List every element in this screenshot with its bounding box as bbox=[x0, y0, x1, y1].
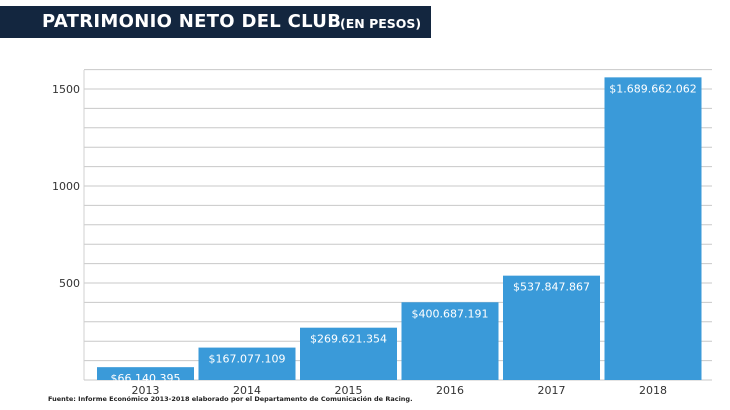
data-label: $167.077.109 bbox=[209, 353, 286, 366]
data-label: $1.689.662.062 bbox=[609, 82, 696, 95]
x-tick-label: 2018 bbox=[639, 384, 667, 397]
data-label: $66.140.395 bbox=[111, 372, 181, 385]
chart-subtitle: (EN PESOS) bbox=[340, 16, 422, 31]
title-banner: PATRIMONIO NETO DEL CLUB (EN PESOS) bbox=[0, 6, 431, 38]
x-tick-label: 2016 bbox=[436, 384, 464, 397]
data-label: $537.847.867 bbox=[513, 281, 590, 294]
y-tick-label: 500 bbox=[59, 277, 80, 290]
x-tick-label: 2013 bbox=[132, 384, 160, 397]
bar-2018 bbox=[604, 77, 702, 381]
bar-2013 bbox=[97, 367, 194, 380]
data-label: $269.621.354 bbox=[310, 333, 387, 346]
data-label: $400.687.191 bbox=[412, 307, 489, 320]
bar-2016 bbox=[401, 302, 499, 380]
bar-2017 bbox=[503, 275, 600, 380]
x-tick-label: 2014 bbox=[233, 384, 261, 397]
chart-title: PATRIMONIO NETO DEL CLUB bbox=[42, 11, 342, 32]
y-tick-label: 1500 bbox=[52, 83, 80, 96]
x-tick-label: 2017 bbox=[538, 384, 566, 397]
bar-2014 bbox=[198, 347, 296, 380]
y-tick-label: 1000 bbox=[52, 180, 80, 193]
footnote: Fuente: Informe Económico 2013-2018 elab… bbox=[48, 395, 413, 403]
x-tick-label: 2015 bbox=[335, 384, 363, 397]
bar-2015 bbox=[300, 327, 397, 380]
